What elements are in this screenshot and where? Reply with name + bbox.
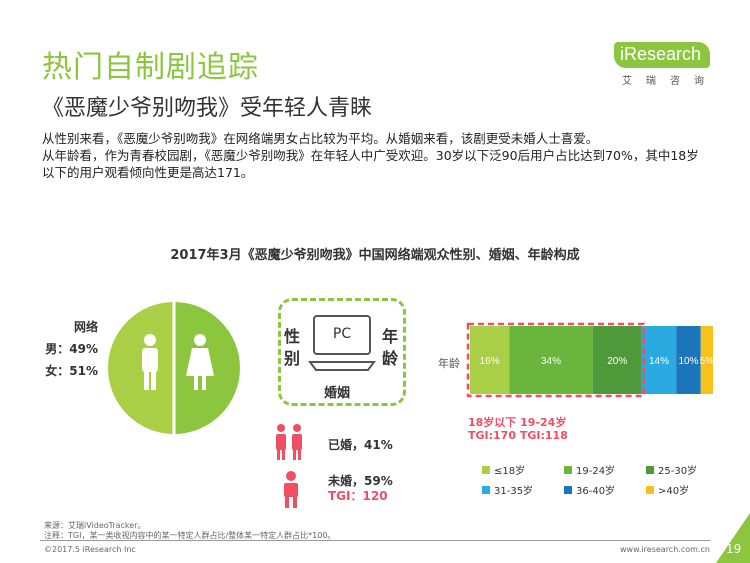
description-line: 从性别来看，《恶魔少爷别吻我》在网络端男女占比较为平均。从婚姻来看，该剧更受未婚… [42, 131, 599, 146]
age-bar-segment [641, 326, 677, 394]
age-bar-segment [470, 326, 510, 394]
legend-label: ≤18岁 [494, 466, 526, 477]
description-line: 从年龄看，作为青春校园剧，《恶魔少爷别吻我》在年轻人中广受欢迎。30岁以下泛90… [42, 148, 699, 163]
male-icon [142, 334, 158, 390]
copyright: ©2017.5 iResearch Inc [44, 545, 136, 554]
tgi-groups: 18岁以下 19-24岁 [468, 416, 567, 429]
legend-item: >40岁 [646, 482, 689, 497]
pc-bottom-label: 婚姻 [324, 386, 351, 401]
age-axis-label: 年龄 [438, 357, 460, 370]
married-label: 已婚，41% [328, 438, 393, 452]
age-bar-label: 20% [607, 356, 627, 367]
male-share-label: 男：49% [45, 342, 98, 356]
legend-item: 31-35岁 [482, 482, 533, 497]
legend-label: 19-24岁 [576, 466, 616, 477]
logo-text: iResearch [620, 44, 702, 64]
age-bar-label: 16% [480, 356, 500, 367]
page-title: 热门自制剧追踪 [42, 50, 259, 85]
legend-swatch [646, 486, 654, 494]
legend-swatch [564, 486, 572, 494]
description-line: 以下的用户观看倾向性更是高达171。 [42, 165, 254, 180]
unmarried-label: 未婚，59% [328, 474, 393, 488]
female-share-label: 女：51% [45, 364, 98, 378]
note-text: 注释：TGI，某一类收视内容中的某一特定人群占比/整体某一特定人群占比*100。 [44, 531, 336, 540]
legend-swatch [482, 466, 490, 474]
legend-label: >40岁 [658, 486, 690, 497]
pc-panel [278, 298, 406, 406]
pc-icon [308, 315, 376, 371]
source-text: 来源：艾瑞iVideoTracker。 [44, 521, 146, 530]
chart-title: 2017年3月《恶魔少爷别吻我》中国网络端观众性别、婚姻、年龄构成 [170, 248, 580, 263]
under-30-highlight [466, 322, 646, 398]
legend-swatch [564, 466, 572, 474]
pc-right-label: 年龄 [382, 327, 399, 368]
age-bar-segment [509, 326, 593, 394]
logo-cn-text: 艾瑞咨询 [622, 76, 718, 87]
legend-label: 31-35岁 [494, 486, 534, 497]
description: 从性别来看，《恶魔少爷别吻我》在网络端男女占比较为平均。从婚姻来看，该剧更受未婚… [42, 130, 722, 181]
page-number: 19 [726, 542, 742, 556]
site-url: www.iresearch.com.cn [620, 545, 710, 554]
pc-text: PC [332, 326, 352, 342]
male-half [108, 302, 174, 434]
legend-label: 25-30岁 [658, 466, 698, 477]
couple-icon [276, 424, 302, 460]
unmarried-tgi: TGI：120 [328, 489, 388, 503]
age-bar-label: 14% [649, 356, 669, 367]
legend-item: 25-30岁 [646, 462, 697, 477]
age-tgi-annotation: 18岁以下 19-24岁 TGI:170 TGI:118 [468, 416, 568, 442]
age-bar-segment [700, 326, 713, 394]
footer-divider [40, 540, 710, 541]
pc-left-label: 性别 [284, 327, 301, 368]
tgi-values: TGI:170 TGI:118 [468, 429, 568, 442]
legend-item: 19-24岁 [564, 462, 615, 477]
single-person-icon [284, 471, 298, 508]
legend-swatch [482, 486, 490, 494]
age-bar-segment [592, 326, 642, 394]
page-subtitle: 《恶魔少爷别吻我》受年轻人青睐 [42, 96, 373, 121]
gender-heading: 网络 [73, 320, 98, 334]
legend-swatch [646, 466, 654, 474]
age-bar-label: 34% [541, 356, 561, 367]
logo-badge [614, 42, 710, 68]
legend-item: ≤18岁 [482, 462, 525, 477]
page-corner [716, 513, 750, 563]
legend-item: 36-40岁 [564, 482, 615, 497]
age-bar-label: 5% [700, 356, 715, 367]
legend-label: 36-40岁 [576, 486, 616, 497]
gender-circle [108, 302, 240, 434]
age-bar-segment [676, 326, 701, 394]
age-bar-label: 10% [678, 356, 698, 367]
female-icon [186, 334, 214, 390]
